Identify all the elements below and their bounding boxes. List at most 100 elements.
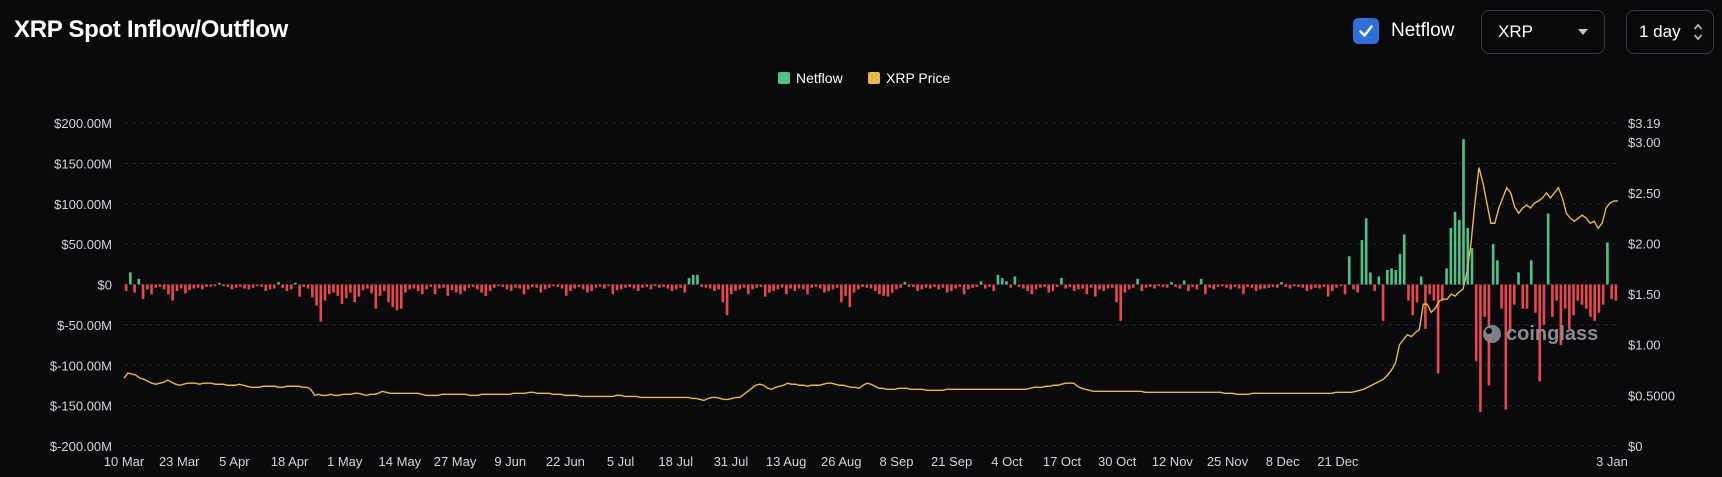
x-tick-label: 26 Aug [821,454,862,469]
netflow-bar [1157,284,1161,287]
netflow-bar [603,284,606,289]
netflow-bar [548,284,551,288]
netflow-bar [649,284,653,290]
netflow-bar [1271,284,1275,287]
netflow-bar [1483,284,1486,317]
coin-select[interactable]: XRP [1481,10,1605,54]
x-tick-label: 8 Sep [879,454,913,469]
netflow-bar [484,284,488,296]
netflow-bar [1136,278,1139,285]
netflow-bar [353,284,356,303]
netflow-bar [607,284,610,287]
netflow-bar [1208,284,1211,288]
netflow-bar [264,284,268,291]
netflow-bar [1466,227,1470,285]
netflow-bar [535,284,538,288]
netflow-bar [751,284,754,290]
coin-select-value: XRP [1498,22,1533,41]
netflow-bar [332,284,335,293]
netflow-bar [708,284,712,289]
x-tick-label: 12 Nov [1152,454,1194,469]
netflow-bar [1407,284,1410,301]
netflow-bar [268,284,272,290]
x-tick-label: 23 Mar [159,454,200,469]
netflow-bar [556,284,560,287]
netflow-bar [467,284,471,288]
netflow-bar [1331,284,1334,291]
netflow-bar [1525,284,1529,309]
netflow-bar [852,284,856,293]
header-bar: XRP Spot Inflow/Outflow Netflow XRP 1 da… [0,0,1722,64]
netflow-bar [421,284,424,295]
netflow-toggle[interactable]: Netflow [1353,18,1454,44]
watermark: coinglass [1506,323,1598,345]
netflow-bar [941,284,945,288]
netflow-bar [590,284,593,291]
netflow-bar [958,284,962,287]
netflow-bar [1034,284,1038,290]
coinglass-logo-eye [1486,328,1492,334]
netflow-bar [912,284,915,287]
y-left-tick-label: $-150.00M [50,399,112,414]
netflow-bar [1356,284,1360,293]
netflow-bar [1144,284,1148,288]
netflow-bar [658,284,661,288]
netflow-bar [1521,284,1525,309]
netflow-bar [801,284,805,290]
netflow-bar [814,284,818,287]
netflow-bar [734,284,737,291]
netflow-bar [1326,284,1330,297]
netflow-bar [1009,284,1012,288]
netflow-bar [522,284,526,295]
netflow-bar [247,284,251,290]
netflow-bar [133,284,136,293]
netflow-bar [1199,278,1203,285]
netflow-bar [302,284,306,287]
netflow-bar [539,284,543,293]
x-tick-label: 25 Nov [1207,454,1249,469]
checkbox-icon[interactable] [1353,18,1379,44]
netflow-bar [1411,284,1415,316]
interval-select[interactable]: 1 day [1626,10,1714,54]
netflow-bar [878,284,881,295]
netflow-bar [488,284,492,291]
netflow-bar [222,284,225,287]
netflow-bar [1318,284,1321,289]
netflow-bar [1606,242,1609,285]
netflow-bar [1546,213,1550,285]
netflow-bar [928,284,932,289]
netflow-bar [1343,284,1347,295]
price-line [123,167,1618,402]
netflow-bar [679,284,682,288]
netflow-bar [1589,284,1592,317]
netflow-bar [1563,284,1567,309]
netflow-bar [1500,284,1503,309]
netflow-bar [1237,284,1241,289]
x-tick-label: 17 Oct [1043,454,1082,469]
netflow-bar [1013,276,1017,285]
netflow-bar [471,284,475,287]
y-left-tick-label: $50.00M [61,237,112,252]
x-tick-label: 30 Oct [1098,454,1137,469]
netflow-bar [1432,284,1436,301]
netflow-bar [645,284,648,287]
netflow-bar [1572,284,1575,316]
netflow-bar [158,284,162,287]
netflow-bar [1584,284,1588,309]
netflow-bar [1153,284,1156,289]
netflow-bar [1127,284,1131,290]
netflow-bar [1115,284,1118,303]
netflow-bar [463,284,467,291]
netflow-bar [1601,284,1605,305]
x-tick-label: 21 Sep [931,454,972,469]
legend-netflow-swatch [778,72,790,84]
netflow-bar [124,284,128,291]
netflow-bar [721,284,725,303]
netflow-bar [1149,284,1152,287]
netflow-bar [1538,284,1542,382]
netflow-bar [581,284,585,290]
netflow-bar [442,284,445,288]
caret-down-icon [1578,29,1588,35]
netflow-bar [306,284,310,289]
netflow-bar [1373,284,1376,291]
